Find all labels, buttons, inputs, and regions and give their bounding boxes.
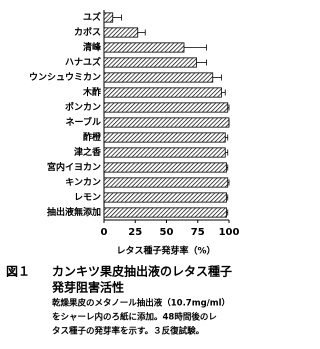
y-tick-label: 宮内イヨカン [47,161,101,173]
title-line: カンキツ果皮抽出液のレタス種子 [52,264,232,279]
bar [103,132,226,143]
bar [103,117,230,128]
bar [103,87,222,98]
y-tick-label: カボス [74,26,101,38]
y-tick-label: ウンシュウミカン [29,72,101,83]
bar [103,42,185,53]
bar [103,147,226,158]
bar [103,72,214,83]
bar [103,12,114,23]
y-tick-label: ネーブル [66,116,101,128]
y-tick-label: 清峰 [83,41,102,53]
y-tick-label: レモン [74,192,101,203]
caption-line: タス種子の発芽率を示す。３反復試験。 [52,326,204,337]
figure-label: 図１ [6,265,30,279]
x-tick-label: 100 [219,227,240,238]
bar [103,102,229,113]
caption-line: をシャーレ内のろ紙に添加。48時間後のレ [52,312,217,323]
y-tick-label: ポンカン [65,101,101,113]
y-tick-label: 木酢 [82,86,101,98]
y-tick-label: 津之香 [74,146,102,158]
x-tick-label: 75 [191,227,205,238]
x-tick-label: 50 [160,227,174,238]
y-tick-label: キンカン [65,177,101,188]
caption-line: 乾燥果皮のメタノール抽出液（10.7mg/ml） [52,298,230,309]
bar [103,192,227,203]
y-tick-label: 抽出液無添加 [47,206,101,218]
title-line: 発芽阻害活性 [51,280,124,295]
y-tick-label: ユズ [83,11,101,23]
bar [103,177,229,188]
x-tick-label: 25 [128,227,142,238]
bar [103,207,227,218]
x-tick-label: 0 [101,227,108,238]
bar [103,27,139,38]
x-axis-title: レタス種子発芽率（%） [116,245,215,257]
y-tick-label: ハナユズ [65,56,101,68]
bar [103,57,197,68]
bar [103,162,227,173]
y-tick-label: 酢橙 [83,131,102,143]
